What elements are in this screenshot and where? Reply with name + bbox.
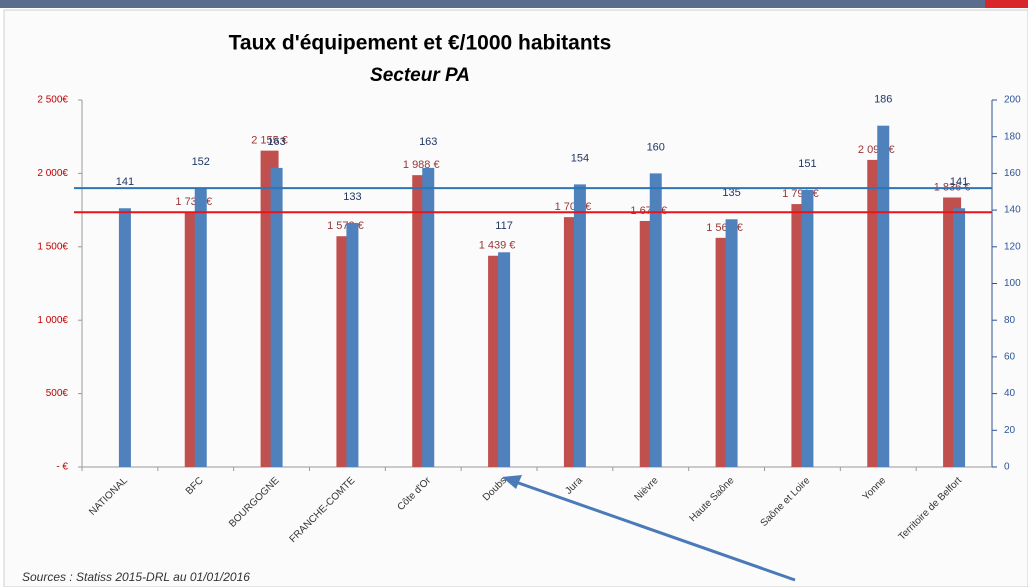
data-label: 163 — [419, 136, 437, 148]
arrow-head — [502, 475, 522, 489]
bar — [118, 208, 131, 467]
bar — [877, 125, 890, 467]
y2-tick-label: 180 — [1004, 131, 1021, 142]
y2-tick-label: 160 — [1004, 168, 1021, 179]
data-label: 141 — [950, 176, 968, 188]
data-label: 141 — [116, 176, 134, 188]
y2-tick-label: 0 — [1004, 462, 1010, 473]
bar — [270, 167, 283, 467]
chart-frame — [3, 9, 1028, 587]
close-box — [985, 0, 1028, 8]
y-tick-label: 2 500€ — [37, 95, 68, 106]
y-tick-label: 500€ — [46, 388, 69, 399]
y-tick-label: 1 000€ — [37, 315, 68, 326]
y-tick-label: 2 000€ — [37, 168, 68, 179]
data-label: 163 — [267, 136, 285, 148]
data-label: 154 — [571, 152, 589, 164]
bar — [573, 184, 586, 467]
bar — [194, 188, 207, 467]
chart-subtitle: Secteur PA — [370, 65, 470, 86]
data-label: 152 — [192, 156, 210, 168]
bar — [498, 252, 511, 467]
bar — [649, 173, 662, 467]
data-label: 133 — [343, 191, 361, 203]
y2-tick-label: 100 — [1004, 278, 1021, 289]
bar — [801, 189, 814, 468]
y2-tick-label: 20 — [1004, 425, 1016, 436]
top-bar — [0, 0, 1028, 8]
y2-tick-label: 40 — [1004, 388, 1016, 399]
y-tick-label: 1 500€ — [37, 241, 68, 252]
data-label: 1 439 € — [479, 240, 516, 252]
data-label: 186 — [874, 94, 892, 106]
y2-tick-label: 80 — [1004, 315, 1016, 326]
data-label: 2 155 € — [251, 135, 288, 147]
source-note: Sources : Statiss 2015-DRL au 01/01/2016 — [22, 570, 250, 584]
y2-tick-label: 140 — [1004, 205, 1021, 216]
data-label: 151 — [798, 158, 816, 170]
chart-title: Taux d'équipement et €/1000 habitants — [229, 32, 612, 55]
data-label: 160 — [647, 141, 665, 153]
data-label: 117 — [495, 220, 513, 232]
y2-tick-label: 200 — [1004, 95, 1021, 106]
y2-tick-label: 60 — [1004, 352, 1016, 363]
y2-tick-label: 120 — [1004, 241, 1021, 252]
y-tick-label: - € — [56, 462, 68, 473]
bar — [346, 222, 359, 467]
bar — [725, 219, 738, 467]
arrow — [509, 478, 796, 582]
bar — [953, 208, 966, 467]
bar — [422, 167, 435, 467]
data-label: 135 — [722, 187, 740, 199]
